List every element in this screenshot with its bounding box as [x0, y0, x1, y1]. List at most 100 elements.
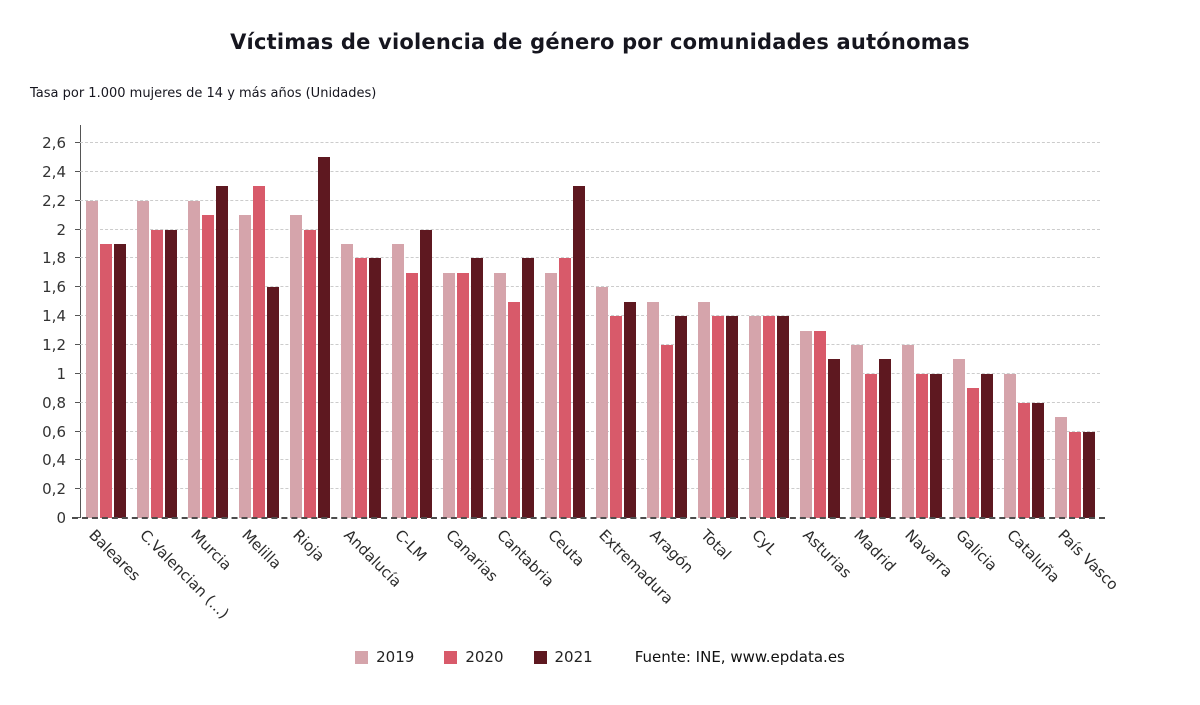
x-axis-label: Canarias	[441, 526, 501, 586]
bar-2020	[354, 258, 367, 518]
bar-2021	[317, 157, 330, 518]
legend-swatch	[444, 650, 458, 664]
legend-swatch	[533, 650, 547, 664]
y-tick-mark	[75, 401, 80, 403]
bar-2019	[544, 272, 557, 518]
bar-2020	[405, 272, 418, 518]
plot-area	[72, 125, 1105, 519]
bar-2021	[266, 287, 279, 518]
gridline	[80, 488, 1100, 490]
y-tick-label: 0,8	[42, 393, 66, 412]
bar-2019	[799, 330, 812, 518]
x-axis-label: Melilla	[237, 526, 285, 573]
bar-group	[182, 125, 233, 518]
bar-group	[539, 125, 590, 518]
x-axis-label: Aragón	[645, 526, 697, 577]
legend-item: 2019	[355, 648, 414, 666]
y-tick-mark	[75, 228, 80, 230]
bar-2020	[1068, 431, 1081, 518]
y-tick-mark	[75, 286, 80, 288]
chart-title: Víctimas de violencia de género por comu…	[230, 30, 970, 54]
bar-group	[386, 125, 437, 518]
bar-2021	[215, 186, 228, 518]
bar-2019	[238, 215, 251, 518]
bar-group	[998, 125, 1049, 518]
bar-2019	[1003, 373, 1016, 518]
bar-2021	[470, 258, 483, 518]
bar-group	[896, 125, 947, 518]
legend-label: 2019	[376, 648, 415, 666]
bar-2020	[507, 301, 520, 518]
x-axis-label: C.Valencian (...)	[135, 526, 233, 623]
gridline	[80, 315, 1100, 317]
y-tick-label: 2,2	[42, 191, 66, 210]
legend: 2019 2020 2021 Fuente: INE, www.epdata.es	[0, 648, 1200, 666]
bar-2021	[1082, 431, 1095, 518]
x-axis-label: C-LM	[390, 526, 430, 566]
bar-group	[845, 125, 896, 518]
y-tick-label: 1,4	[42, 307, 66, 326]
gridline	[80, 257, 1100, 259]
bar-2020	[1017, 402, 1030, 518]
x-axis-label: Total	[696, 526, 735, 564]
gridline	[80, 286, 1100, 288]
source-text: Fuente: INE, www.epdata.es	[634, 648, 845, 666]
chart-subtitle: Tasa por 1.000 mujeres de 14 y más años …	[30, 86, 377, 101]
bar-2021	[674, 316, 687, 518]
bar-groups	[80, 125, 1100, 518]
x-axis-labels: Baleares C.Valencian (...) Murcia Melilla Ri…	[80, 518, 1122, 650]
x-axis-label: Asturias	[798, 526, 855, 582]
bar-group	[590, 125, 641, 518]
bar-2021	[827, 359, 840, 518]
bar-2021	[521, 258, 534, 518]
bar-2021	[980, 373, 993, 518]
gridline	[80, 199, 1100, 201]
y-tick-label: 0,4	[42, 451, 66, 470]
legend-items: 2019 2020 2021	[355, 648, 593, 666]
legend-label: 2020	[465, 648, 504, 666]
legend-item: 2020	[444, 648, 504, 666]
bar-2020	[915, 373, 928, 518]
y-tick-mark	[75, 315, 80, 317]
x-axis-label: Cataluña	[1002, 526, 1063, 587]
bar-2021	[725, 316, 738, 518]
bar-group	[80, 125, 131, 518]
y-tick-label: 0	[56, 509, 66, 527]
x-axis-label: Navarra	[900, 526, 956, 581]
gridline	[80, 372, 1100, 374]
bar-2020	[813, 330, 826, 518]
bar-2019	[85, 200, 98, 518]
bar-group	[284, 125, 335, 518]
bar-2020	[609, 316, 622, 518]
bar-2019	[646, 301, 659, 518]
x-axis-line	[72, 517, 1105, 519]
gridline	[80, 142, 1100, 143]
bar-chart: 0 0,2 0,4 0,6 0,8 1 1,2 1,4 1,6 1,8 2 2,2 2,4 2,6 Bal…	[0, 110, 1200, 650]
x-axis-label: Galicia	[951, 526, 1001, 575]
y-tick-mark	[75, 142, 80, 143]
bar-2020	[456, 272, 469, 518]
bar-2019	[442, 272, 455, 518]
bar-group	[1049, 125, 1100, 518]
bar-2019	[289, 215, 302, 518]
bar-2019	[901, 344, 914, 518]
gridline	[80, 459, 1100, 461]
bar-2021	[164, 229, 177, 518]
y-tick-label: 1	[56, 364, 66, 383]
y-axis-line	[80, 125, 81, 518]
gridline	[80, 228, 1100, 230]
bar-2019	[850, 344, 863, 518]
bar-2020	[558, 258, 571, 518]
bar-2020	[660, 344, 673, 518]
bar-group	[794, 125, 845, 518]
bar-2020	[303, 229, 316, 518]
bar-2021	[929, 373, 942, 518]
bar-group	[743, 125, 794, 518]
y-axis: 0 0,2 0,4 0,6 0,8 1 1,2 1,4 1,6 1,8 2 2,2 2,4 2,6	[0, 125, 80, 527]
bar-2020	[711, 316, 724, 518]
y-tick-label: 2	[56, 220, 66, 239]
bar-2020	[762, 316, 775, 518]
bar-group	[131, 125, 182, 518]
bar-group	[641, 125, 692, 518]
y-tick-label: 0,6	[42, 422, 66, 441]
